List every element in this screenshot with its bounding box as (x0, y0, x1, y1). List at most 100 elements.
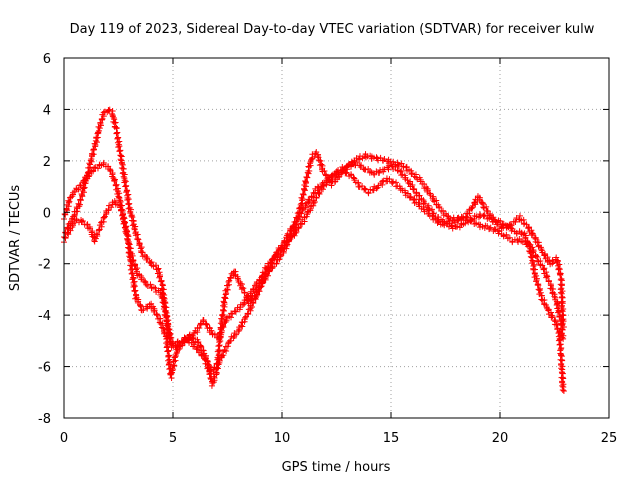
data-point-marker (85, 168, 92, 175)
data-point-marker (108, 110, 115, 117)
data-point-marker (119, 211, 126, 218)
data-point-marker (390, 178, 397, 185)
data-point-marker (350, 174, 357, 181)
data-point-marker (198, 352, 205, 359)
data-point-marker (120, 220, 127, 227)
data-point-marker (487, 224, 494, 231)
data-point-marker (208, 327, 215, 334)
data-point-marker (92, 164, 99, 171)
data-point-marker (118, 206, 125, 213)
data-point-marker (210, 368, 217, 375)
data-point-marker (171, 354, 178, 361)
data-point-marker (343, 169, 350, 176)
data-point-marker (203, 320, 210, 327)
data-point-marker (77, 196, 84, 203)
data-point-marker (404, 177, 411, 184)
data-point-marker (480, 213, 487, 220)
data-point-marker (194, 346, 201, 353)
data-point-marker (559, 357, 566, 364)
data-point-marker (287, 227, 294, 234)
data-point-marker (559, 374, 566, 381)
data-point-marker (512, 218, 519, 225)
data-point-marker (65, 197, 72, 204)
data-point-marker (160, 325, 167, 332)
data-point-marker (468, 216, 475, 223)
data-point-marker (304, 211, 311, 218)
data-point-marker (497, 217, 504, 224)
data-point-marker (96, 127, 103, 134)
data-point-marker (268, 259, 275, 266)
data-point-marker (140, 307, 147, 314)
data-point-marker (199, 351, 206, 358)
data-point-marker (114, 129, 121, 136)
data-point-marker (227, 337, 234, 344)
data-point-marker (215, 334, 222, 341)
data-point-marker (129, 270, 136, 277)
data-point-marker (98, 223, 105, 230)
data-point-marker (475, 214, 482, 221)
data-point-marker (204, 361, 211, 368)
data-point-marker (164, 348, 171, 355)
x-tick-labels: 0 5 10 15 20 25 (60, 431, 617, 446)
data-point-marker (558, 282, 565, 289)
data-point-marker (219, 312, 226, 319)
data-point-marker (234, 275, 241, 282)
data-point-marker (299, 191, 306, 198)
y-tick-labels: -8 -6 -4 -2 0 2 4 6 (38, 52, 51, 427)
data-point-marker (216, 347, 223, 354)
data-point-marker (500, 220, 507, 227)
data-point-marker (96, 226, 103, 233)
data-point-marker (240, 285, 247, 292)
y-tick-label: 4 (43, 103, 51, 118)
data-point-marker (281, 237, 288, 244)
data-point-marker (124, 235, 131, 242)
data-point-marker (239, 301, 246, 308)
data-point-marker (371, 171, 378, 178)
data-point-marker (142, 278, 149, 285)
data-point-marker (113, 130, 120, 137)
data-point-marker (328, 182, 335, 189)
data-point-marker (559, 300, 566, 307)
data-point-marker (308, 194, 315, 201)
y-tick-label: -2 (38, 258, 51, 273)
data-point-marker (541, 252, 548, 259)
data-point-marker (116, 148, 123, 155)
data-point-marker (241, 316, 248, 323)
data-point-marker (547, 285, 554, 292)
data-point-marker (185, 335, 192, 342)
data-point-marker (462, 220, 469, 227)
data-point-marker (538, 246, 545, 253)
data-point-marker (223, 317, 230, 324)
data-point-marker (160, 286, 167, 293)
data-point-marker (557, 289, 564, 296)
data-point-marker (303, 178, 310, 185)
data-point-marker (238, 322, 245, 329)
data-point-marker (555, 337, 562, 344)
data-point-marker (165, 326, 172, 333)
data-point-marker (316, 162, 323, 169)
x-tick-label: 10 (274, 431, 291, 446)
data-point-marker (111, 177, 118, 184)
data-point-marker (337, 169, 344, 176)
data-point-marker (503, 231, 510, 238)
data-point-marker (392, 164, 399, 171)
data-point-marker (241, 289, 248, 296)
series-track-2 (61, 106, 567, 353)
data-point-marker (527, 253, 534, 260)
data-point-marker (89, 228, 96, 235)
data-point-marker (276, 256, 283, 263)
data-point-marker (66, 198, 73, 205)
data-point-marker (471, 199, 478, 206)
data-point-marker (93, 139, 100, 146)
data-point-marker (258, 280, 265, 287)
data-point-marker (434, 219, 441, 226)
data-point-marker (358, 162, 365, 169)
data-point-marker (220, 307, 227, 314)
data-point-marker (177, 343, 184, 350)
data-point-marker (119, 161, 126, 168)
data-point-marker (87, 161, 94, 168)
data-point-marker (135, 236, 142, 243)
data-point-marker (416, 201, 423, 208)
data-point-marker (559, 370, 566, 377)
data-point-marker (494, 227, 501, 234)
